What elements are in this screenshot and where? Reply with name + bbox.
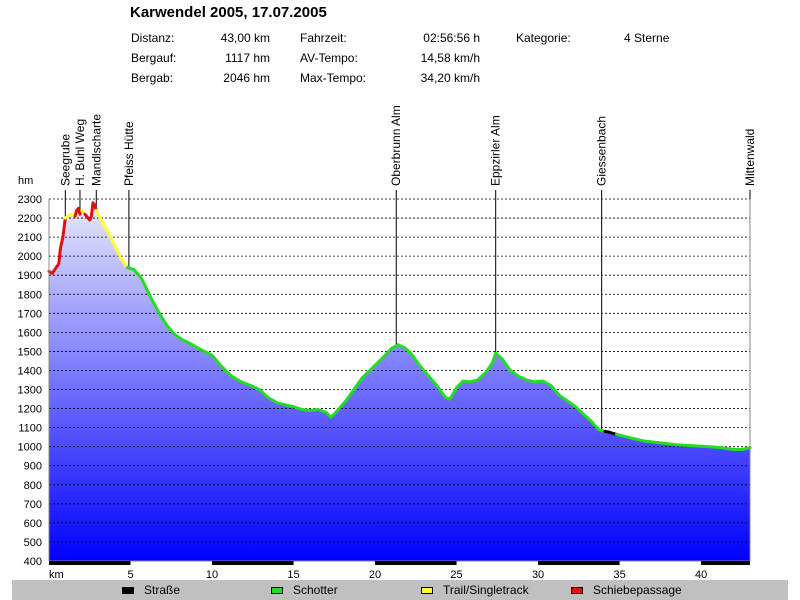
y-tick-label: 1200 (18, 404, 42, 416)
track-segment (47, 216, 67, 275)
y-axis-label: hm (18, 175, 33, 187)
legend-swatch-schiebe (571, 587, 583, 595)
stat-ascent-label: Bergauf: (131, 51, 177, 65)
x-tick-label: 35 (613, 569, 625, 580)
legend-label-strasse: Straße (144, 583, 181, 597)
x-tick-label: 40 (695, 569, 707, 580)
y-tick-label: 800 (24, 480, 42, 492)
y-tick-label: 2300 (18, 194, 42, 206)
track-segment (83, 201, 98, 222)
legend-swatch-trail (421, 587, 433, 595)
y-tick-label: 600 (24, 518, 42, 530)
y-tick-label: 1100 (18, 423, 42, 435)
y-tick-label: 1600 (18, 327, 42, 339)
stat-descent-value: 2046 hm (223, 71, 270, 85)
stat-ridetime-value: 02:56:56 h (423, 31, 480, 45)
elevation-area (49, 202, 750, 562)
location-label: Pfeiss Hütte (122, 121, 136, 186)
stat-distance-value: 43,00 km (220, 31, 270, 45)
y-tick-label: 1800 (18, 289, 42, 301)
location-label: Mandlscharte (89, 114, 103, 186)
stat-max-speed-value: 34,20 km/h (420, 71, 480, 85)
y-tick-label: 700 (24, 499, 42, 511)
x-axis-band (49, 561, 131, 565)
legend-label-schiebe: Schiebepassage (593, 583, 682, 597)
y-tick-label: 2100 (18, 232, 42, 244)
legend-swatch-schotter (271, 587, 283, 595)
location-label: Mittenwald (743, 129, 757, 186)
y-tick-label: 1300 (18, 385, 42, 397)
location-label: Oberbrunn Alm (389, 105, 403, 186)
legend-item-schotter: Schotter (271, 583, 338, 597)
legend-item-trail: Trail/Singletrack (421, 583, 529, 597)
x-tick-label: 25 (450, 569, 462, 580)
track-segment (94, 208, 129, 270)
x-tick-label: 15 (287, 569, 299, 580)
legend-label-schotter: Schotter (293, 583, 338, 597)
track-segment (73, 207, 82, 218)
x-axis-band (701, 561, 750, 565)
legend-item-strasse: Straße (122, 583, 180, 597)
stat-category-label: Kategorie: (516, 31, 571, 45)
y-tick-label: 900 (24, 461, 42, 473)
y-tick-label: 2000 (18, 251, 42, 263)
track-segment (125, 266, 607, 433)
legend-item-schiebe: Schiebepassage (571, 583, 682, 597)
y-tick-label: 1400 (18, 365, 42, 377)
y-tick-label: 1700 (18, 308, 42, 320)
stat-max-speed-label: Max-Tempo: (300, 71, 367, 85)
stat-ridetime-label: Fahrzeit: (300, 31, 347, 45)
stat-distance-label: Distanz: (131, 31, 175, 45)
stat-avg-speed-value: 14,58 km/h (420, 51, 480, 65)
y-tick-label: 400 (24, 556, 42, 568)
x-axis-label: km (49, 569, 64, 580)
x-axis-band (212, 561, 294, 565)
x-tick-label: 20 (369, 569, 381, 580)
stat-ascent-value: 1117 hm (225, 51, 270, 65)
location-label: Eppzirler Alm (489, 115, 503, 186)
stat-avg-speed-label: AV-Tempo: (300, 51, 358, 65)
y-tick-label: 2200 (18, 213, 42, 225)
x-axis-band (538, 561, 620, 565)
legend-label-trail: Trail/Singletrack (443, 583, 529, 597)
x-tick-label: 5 (127, 569, 133, 580)
stat-descent-label: Bergab: (131, 71, 174, 85)
x-tick-label: 30 (532, 569, 544, 580)
track-segment (603, 429, 618, 436)
chart-title: Karwendel 2005, 17.07.2005 (130, 4, 327, 21)
elevation-chart: hm km Seegrube H. Buhl Weg Mandlscharte Pfe… (18, 105, 757, 580)
y-tick-label: 500 (24, 537, 42, 549)
x-axis-band (375, 561, 457, 565)
legend-swatch-strasse (122, 587, 134, 595)
stat-category-value: 4 Sterne (624, 31, 670, 45)
x-tick-label: 10 (206, 569, 218, 580)
track-segment (614, 432, 752, 451)
location-label: Seegrube (58, 134, 72, 186)
y-tick-label: 1000 (18, 442, 42, 454)
y-tick-label: 1900 (18, 270, 42, 282)
legend: Straße Schotter Trail/Singletrack Schieb… (12, 580, 788, 600)
location-label: H. Buhl Weg (73, 119, 87, 186)
location-label: Giessenbach (595, 116, 609, 186)
y-tick-label: 1500 (18, 346, 42, 358)
